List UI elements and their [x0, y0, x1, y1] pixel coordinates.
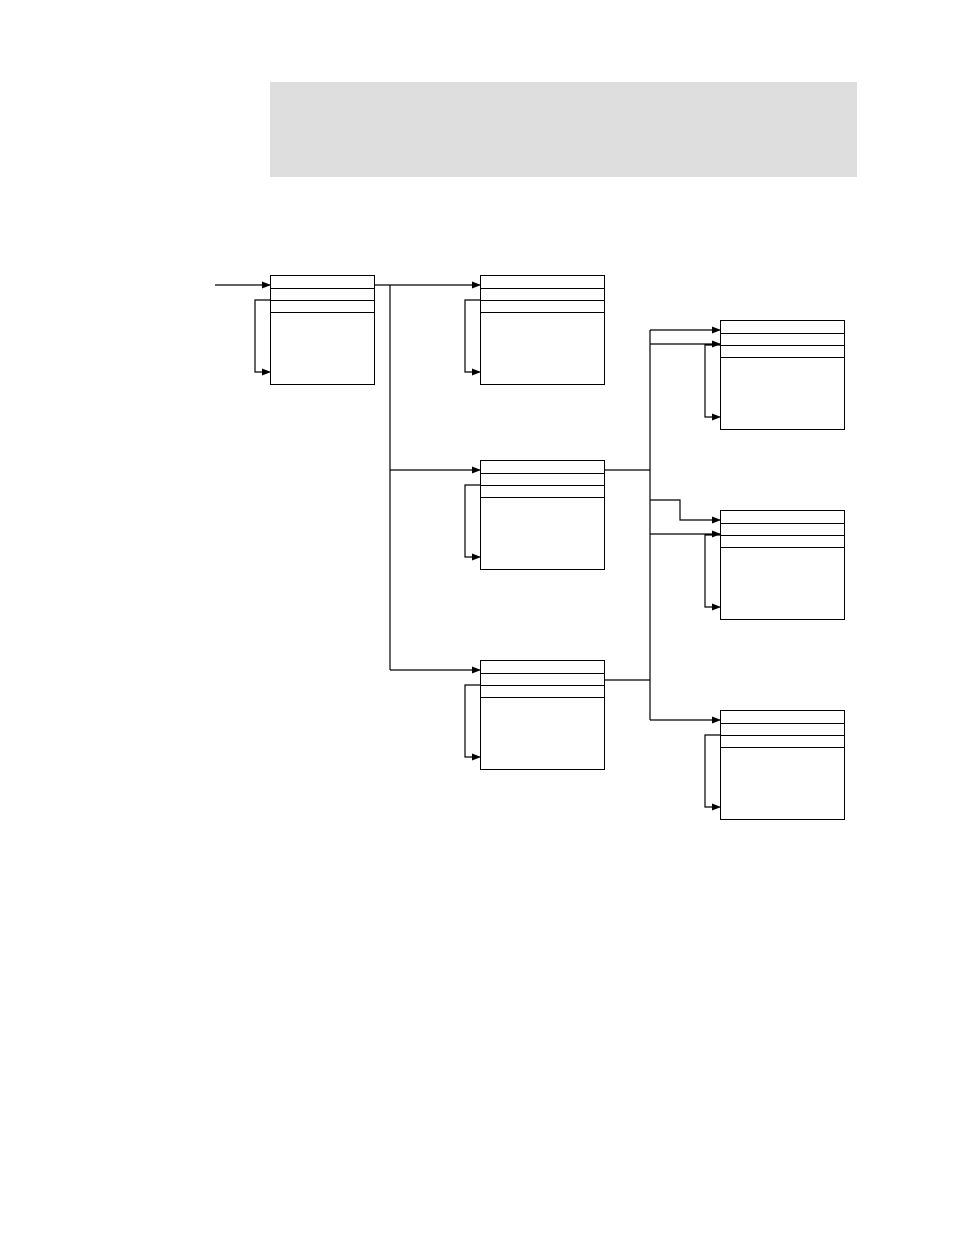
node-divider [721, 535, 844, 536]
node-divider [481, 673, 604, 674]
node-divider [481, 685, 604, 686]
node-C2 [720, 510, 845, 620]
node-divider [481, 312, 604, 313]
node-divider [481, 300, 604, 301]
node-divider [721, 723, 844, 724]
node-divider [481, 485, 604, 486]
node-divider [721, 735, 844, 736]
node-B2 [480, 460, 605, 570]
node-divider [271, 300, 374, 301]
node-divider [481, 697, 604, 698]
node-C3 [720, 710, 845, 820]
node-divider [721, 345, 844, 346]
node-C1 [720, 320, 845, 430]
node-divider [481, 473, 604, 474]
node-divider [481, 497, 604, 498]
node-divider [271, 312, 374, 313]
header-grey-panel [270, 82, 857, 177]
node-divider [721, 333, 844, 334]
node-divider [721, 747, 844, 748]
node-B3 [480, 660, 605, 770]
node-divider [481, 288, 604, 289]
node-divider [271, 288, 374, 289]
node-A [270, 275, 375, 385]
node-B1 [480, 275, 605, 385]
node-divider [721, 357, 844, 358]
node-divider [721, 547, 844, 548]
node-divider [721, 523, 844, 524]
